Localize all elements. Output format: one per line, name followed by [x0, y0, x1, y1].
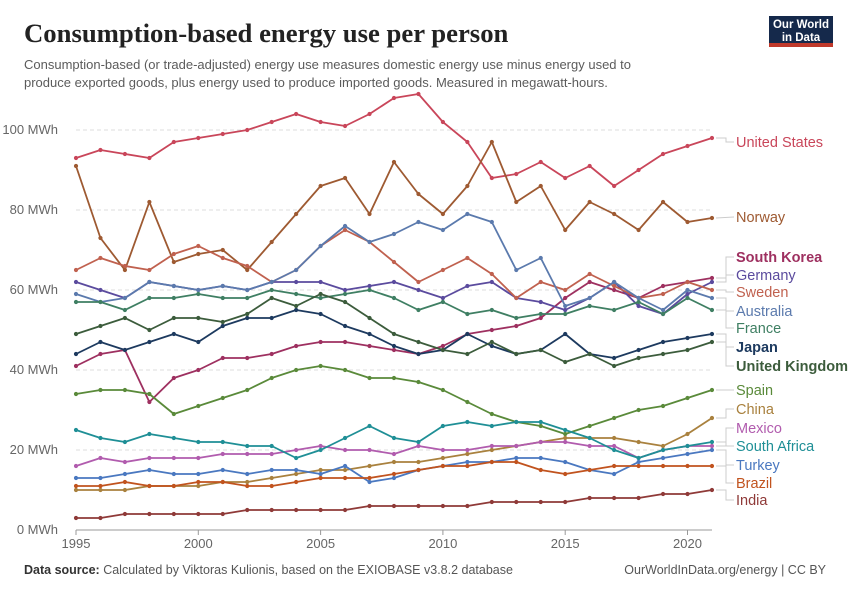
- svg-text:2015: 2015: [551, 536, 580, 551]
- svg-text:Australia: Australia: [736, 304, 793, 320]
- svg-text:2000: 2000: [184, 536, 213, 551]
- svg-text:40 MWh: 40 MWh: [10, 362, 58, 377]
- svg-text:1995: 1995: [62, 536, 91, 551]
- svg-text:Mexico: Mexico: [736, 421, 782, 437]
- svg-text:Japan: Japan: [736, 340, 778, 356]
- svg-text:2005: 2005: [306, 536, 335, 551]
- svg-text:United Kingdom: United Kingdom: [736, 359, 848, 375]
- svg-text:China: China: [736, 402, 775, 418]
- svg-text:2010: 2010: [428, 536, 457, 551]
- svg-text:France: France: [736, 321, 781, 337]
- svg-text:Germany: Germany: [736, 268, 796, 284]
- svg-text:United States: United States: [736, 135, 823, 151]
- svg-text:20 MWh: 20 MWh: [10, 442, 58, 457]
- svg-text:2020: 2020: [673, 536, 702, 551]
- svg-text:60 MWh: 60 MWh: [10, 282, 58, 297]
- svg-text:100 MWh: 100 MWh: [2, 122, 58, 137]
- svg-text:South Korea: South Korea: [736, 250, 823, 266]
- svg-text:Spain: Spain: [736, 383, 773, 399]
- svg-text:Brazil: Brazil: [736, 476, 772, 492]
- svg-text:India: India: [736, 493, 768, 509]
- svg-text:Norway: Norway: [736, 210, 786, 226]
- svg-text:Turkey: Turkey: [736, 458, 781, 474]
- svg-text:0 MWh: 0 MWh: [17, 522, 58, 537]
- svg-text:80 MWh: 80 MWh: [10, 202, 58, 217]
- svg-text:South Africa: South Africa: [736, 439, 815, 455]
- svg-text:Sweden: Sweden: [736, 285, 788, 301]
